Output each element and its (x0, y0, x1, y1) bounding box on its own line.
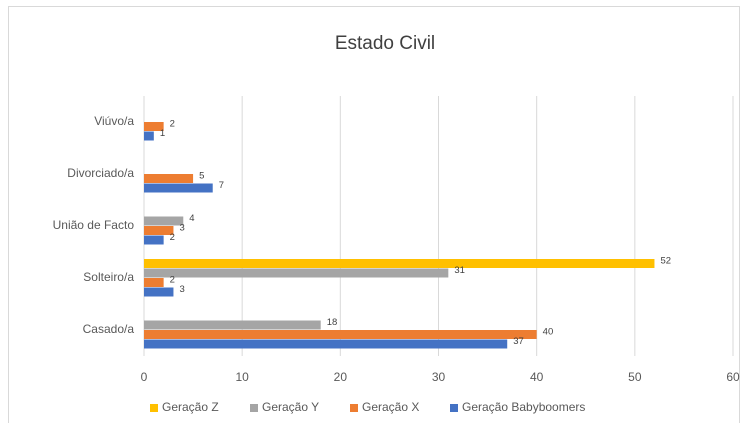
chart-title: Estado Civil (335, 33, 435, 54)
bar (144, 122, 164, 131)
legend-swatch (350, 404, 358, 412)
x-tick-label: 60 (726, 370, 740, 384)
x-tick-label: 0 (141, 370, 148, 384)
legend-label: Geração Babyboomers (462, 400, 585, 414)
y-tick-label: Divorciado/a (67, 166, 134, 180)
value-label: 31 (454, 265, 465, 276)
bar (144, 131, 154, 141)
bar (144, 226, 174, 235)
bar (144, 183, 213, 193)
legend-label: Geração X (362, 400, 419, 414)
legend-swatch (250, 404, 258, 412)
value-label: 52 (660, 255, 671, 266)
bar (144, 235, 164, 245)
bar (144, 287, 174, 297)
x-tick-label: 10 (235, 370, 249, 384)
bar (144, 174, 194, 183)
value-label: 1 (160, 128, 165, 139)
y-tick-label: Solteiro/a (83, 270, 134, 284)
legend-label: Geração Z (162, 400, 219, 414)
value-label: 18 (327, 317, 338, 328)
chart-frame (8, 6, 740, 423)
bar (144, 216, 184, 226)
y-tick-label: União de Facto (53, 218, 135, 232)
legend-swatch (450, 404, 458, 412)
x-tick-label: 50 (628, 370, 642, 384)
x-tick-label: 30 (432, 370, 446, 384)
value-label: 5 (199, 170, 204, 181)
value-label: 4 (189, 213, 194, 224)
bar (144, 339, 508, 349)
value-label: 37 (513, 336, 524, 347)
value-label: 3 (179, 284, 184, 295)
value-label: 2 (170, 232, 175, 243)
value-label: 40 (543, 326, 554, 337)
bar (144, 320, 321, 330)
bar (144, 330, 537, 339)
x-tick-label: 20 (334, 370, 348, 384)
y-tick-label: Viúvo/a (94, 114, 134, 128)
x-tick-label: 40 (530, 370, 544, 384)
legend-label: Geração Y (262, 400, 319, 414)
bar (144, 259, 655, 268)
legend-swatch (150, 404, 158, 412)
y-tick-label: Casado/a (83, 322, 135, 336)
value-label: 2 (170, 118, 175, 129)
value-label: 3 (179, 222, 184, 233)
value-label: 7 (219, 180, 224, 191)
bar (144, 278, 164, 287)
bar (144, 268, 449, 278)
value-label: 2 (170, 274, 175, 285)
